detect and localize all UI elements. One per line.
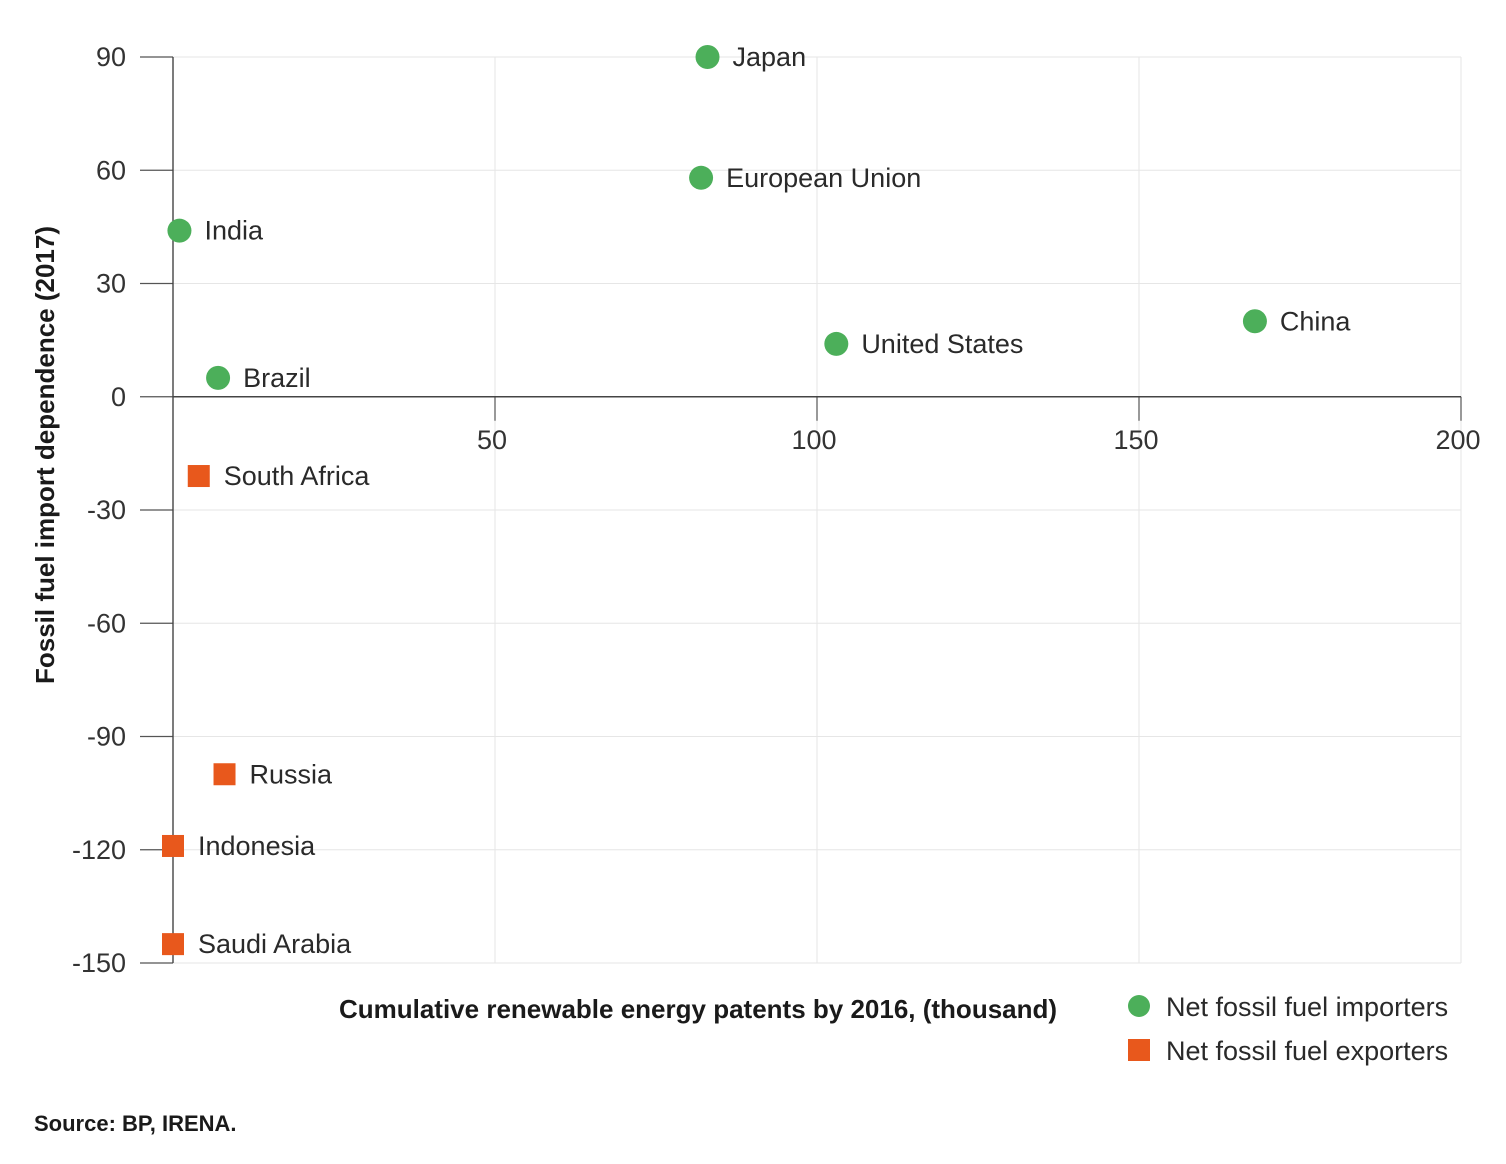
legend-importers-label: Net fossil fuel importers bbox=[1166, 992, 1448, 1022]
y-tick-label: -90 bbox=[87, 722, 126, 752]
x-tick-label: 50 bbox=[477, 425, 507, 455]
point-label-south-africa: South Africa bbox=[224, 461, 371, 491]
x-tick-label: 100 bbox=[791, 425, 836, 455]
point-japan bbox=[695, 45, 720, 69]
y-tick-label: -150 bbox=[72, 948, 126, 978]
y-tick-label: -30 bbox=[87, 495, 126, 525]
point-label-european-union: European Union bbox=[726, 163, 921, 193]
source-note: Source: BP, IRENA. bbox=[34, 1111, 237, 1136]
legend-exporters-label: Net fossil fuel exporters bbox=[1166, 1036, 1448, 1066]
x-tick-label: 150 bbox=[1113, 425, 1158, 455]
y-tick-label: 0 bbox=[111, 382, 126, 412]
point-china bbox=[1242, 309, 1267, 334]
point-indonesia bbox=[162, 834, 184, 857]
y-tick-label: 90 bbox=[96, 42, 126, 72]
y-tick-label: 60 bbox=[96, 155, 126, 185]
x-axis-title: Cumulative renewable energy patents by 2… bbox=[339, 994, 1057, 1024]
point-saudi-arabia bbox=[162, 933, 184, 956]
point-brazil bbox=[206, 365, 231, 390]
axes bbox=[140, 56, 1462, 964]
legend: Net fossil fuel importers Net fossil fue… bbox=[1128, 992, 1448, 1066]
point-european-union bbox=[689, 165, 714, 190]
point-label-united-states: United States bbox=[861, 329, 1023, 359]
point-south-africa bbox=[187, 465, 210, 488]
point-label-russia: Russia bbox=[250, 759, 334, 789]
point-india bbox=[167, 218, 192, 243]
tick-labels: 90 60 30 0 -30 -60 -90 -120 -150 50 100 150 200 bbox=[72, 42, 1481, 978]
gridlines bbox=[173, 56, 1462, 964]
point-label-indonesia: Indonesia bbox=[198, 831, 316, 861]
legend-importers-marker bbox=[1128, 995, 1150, 1017]
point-label-brazil: Brazil bbox=[243, 363, 311, 393]
legend-exporters-marker bbox=[1128, 1039, 1150, 1061]
point-russia bbox=[213, 763, 236, 786]
point-label-saudi-arabia: Saudi Arabia bbox=[198, 929, 352, 959]
y-axis-title: Fossil fuel import dependence (2017) bbox=[30, 226, 60, 684]
y-tick-label: -60 bbox=[87, 608, 126, 638]
point-united-states bbox=[824, 331, 849, 356]
y-tick-label: 30 bbox=[96, 269, 126, 299]
point-label-china: China bbox=[1280, 306, 1352, 336]
y-tick-label: -120 bbox=[72, 835, 126, 865]
point-label-india: India bbox=[204, 216, 264, 246]
x-tick-label: 200 bbox=[1435, 425, 1480, 455]
data-points: Japan European Union India China United Stat… bbox=[162, 42, 1351, 959]
point-label-japan: Japan bbox=[733, 42, 807, 72]
